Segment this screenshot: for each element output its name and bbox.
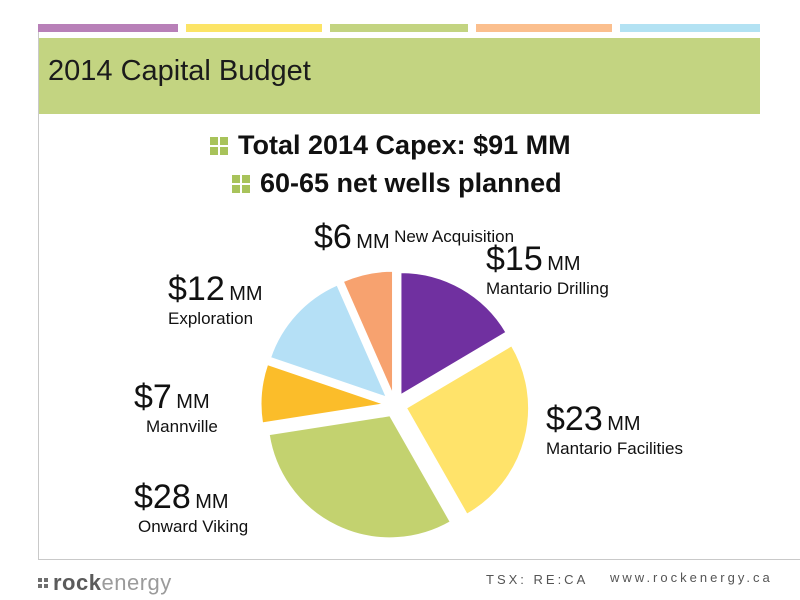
pie-slice-exploration bbox=[270, 284, 388, 398]
pie-slice-mantario-facilities bbox=[405, 345, 530, 515]
bullet-text: 60-65 net wells planned bbox=[260, 168, 562, 198]
label-new-acquisition-name: New Acquisition bbox=[394, 227, 515, 246]
website-url[interactable]: www.rockenergy.ca bbox=[610, 570, 773, 585]
logo-squares-icon bbox=[38, 578, 48, 588]
label-mantario-drilling: $15 MM Mantario Drilling bbox=[486, 240, 609, 298]
green-square-bullet-icon bbox=[232, 174, 250, 193]
label-onward-viking: $28 MM Onward Viking bbox=[134, 478, 249, 536]
stripe-blue bbox=[620, 24, 760, 32]
title-bar bbox=[39, 38, 760, 114]
pie-slice-mannville bbox=[260, 364, 384, 424]
stripe-purple bbox=[38, 24, 178, 32]
frame-left-border bbox=[38, 32, 39, 560]
stripe-orange bbox=[476, 24, 612, 32]
stock-ticker: TSX: RE:CA bbox=[486, 572, 589, 587]
label-new-acquisition: $6 MM New Acquisition bbox=[314, 218, 519, 257]
label-mantario-facilities: $23 MM Mantario Facilities bbox=[546, 400, 683, 458]
bullet-total-capex: Total 2014 Capex: $91 MM bbox=[210, 130, 571, 161]
green-square-bullet-icon bbox=[210, 136, 228, 155]
slide-title: 2014 Capital Budget bbox=[48, 55, 311, 87]
bullet-net-wells: 60-65 net wells planned bbox=[232, 168, 562, 199]
rockenergy-logo: rock energy bbox=[38, 570, 172, 596]
pie-slice-onward-viking bbox=[268, 415, 451, 539]
stripe-green bbox=[330, 24, 468, 32]
label-mannville: $7 MM Mannville bbox=[134, 378, 218, 436]
pie-slice-mantario-drilling bbox=[400, 272, 507, 396]
bullet-text: Total 2014 Capex: $91 MM bbox=[238, 130, 571, 160]
label-exploration: $12 MM Exploration bbox=[168, 270, 263, 328]
stripe-yellow bbox=[186, 24, 322, 32]
frame-bottom-border bbox=[38, 559, 800, 560]
pie-slice-new-acquisition bbox=[342, 270, 394, 394]
